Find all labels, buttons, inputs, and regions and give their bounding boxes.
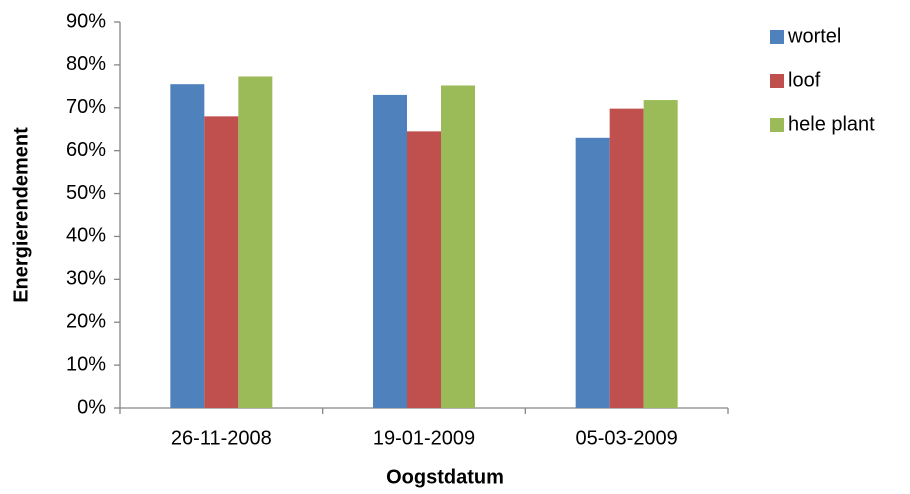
- x-tick-label: 05-03-2009: [576, 427, 678, 449]
- bar: [373, 94, 407, 409]
- bar: [204, 116, 239, 408]
- x-tick-label: 19-01-2009: [373, 427, 475, 449]
- y-tick-label: 70%: [66, 96, 106, 118]
- bar: [441, 85, 475, 408]
- y-tick-label: 50%: [66, 182, 106, 204]
- legend-label: loof: [788, 69, 821, 91]
- x-axis-title: Oogstdatum: [386, 466, 504, 488]
- y-tick-label: 30%: [66, 268, 106, 290]
- bar: [170, 84, 205, 408]
- y-tick-label: 0%: [77, 396, 106, 418]
- legend-swatch: [770, 74, 784, 88]
- y-tick-label: 60%: [66, 139, 106, 161]
- y-tick-label: 40%: [66, 225, 106, 247]
- bar: [643, 100, 678, 409]
- y-tick-label: 20%: [66, 311, 106, 333]
- y-tick-label: 10%: [66, 353, 106, 375]
- x-tick-label: 26-11-2008: [171, 427, 272, 449]
- bar: [238, 76, 273, 409]
- bar: [609, 108, 644, 408]
- legend-label: hele plant: [788, 113, 875, 135]
- bar: [407, 131, 441, 408]
- legend-label: wortel: [787, 25, 841, 47]
- bar: [575, 137, 610, 409]
- y-tick-label: 80%: [66, 53, 106, 75]
- legend-swatch: [770, 30, 784, 44]
- y-tick-label: 90%: [66, 10, 106, 32]
- legend-swatch: [770, 118, 784, 132]
- y-axis-title: Energierendement: [10, 127, 32, 303]
